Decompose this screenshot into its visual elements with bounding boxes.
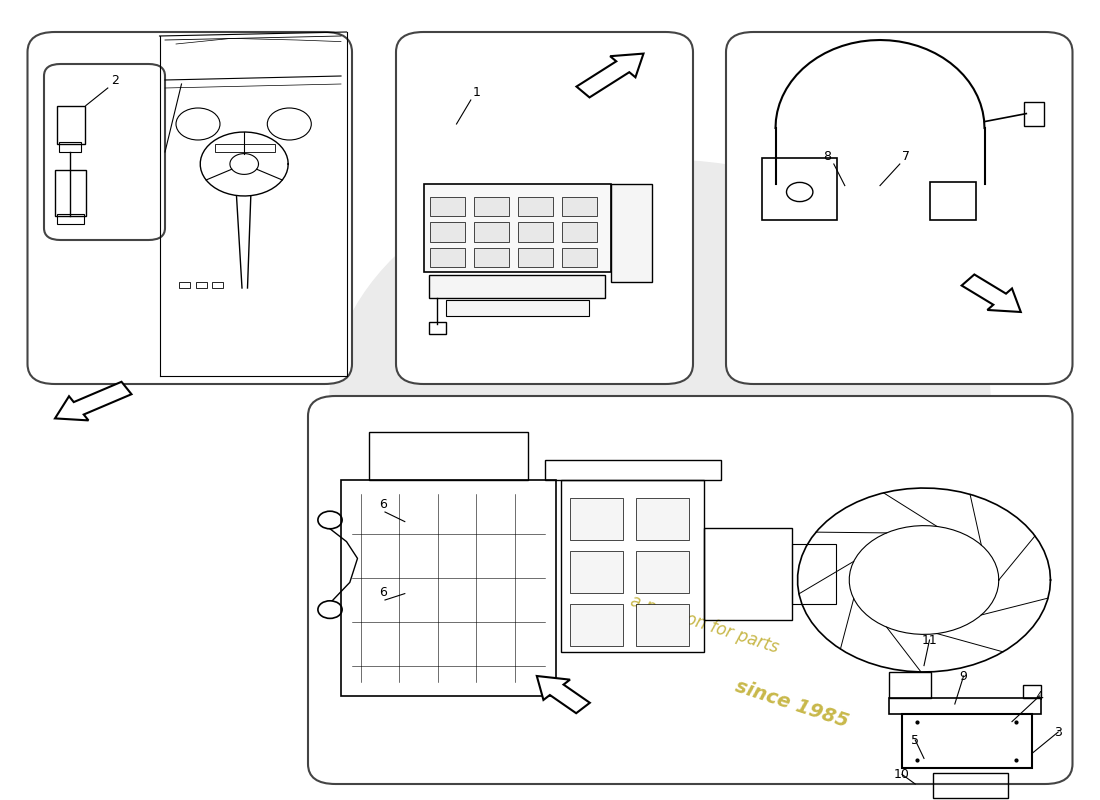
Bar <box>518 222 553 242</box>
FancyBboxPatch shape <box>44 64 165 240</box>
Bar <box>430 248 465 267</box>
Bar <box>930 182 976 220</box>
Text: 4: 4 <box>1035 690 1044 702</box>
Bar <box>446 300 588 316</box>
Bar <box>57 214 84 224</box>
Circle shape <box>330 160 990 640</box>
Bar <box>792 544 836 604</box>
Text: 3: 3 <box>1054 726 1063 738</box>
Text: euro: euro <box>474 283 670 357</box>
Text: 9: 9 <box>959 670 968 682</box>
Bar <box>429 322 446 334</box>
FancyArrow shape <box>576 54 643 98</box>
Text: rts: rts <box>843 523 961 597</box>
Text: since 1985: since 1985 <box>733 677 851 731</box>
Bar <box>212 282 223 288</box>
Bar <box>1024 102 1044 126</box>
Bar <box>561 480 704 652</box>
Bar <box>214 144 275 152</box>
FancyArrow shape <box>537 676 590 714</box>
Text: 7: 7 <box>902 150 910 163</box>
Bar <box>544 460 720 480</box>
FancyBboxPatch shape <box>726 32 1072 384</box>
Bar <box>518 248 553 267</box>
Bar <box>570 551 623 593</box>
Text: pa: pa <box>717 411 823 485</box>
Text: 11: 11 <box>922 634 937 646</box>
Bar <box>430 222 465 242</box>
FancyArrow shape <box>55 382 132 420</box>
FancyArrow shape <box>961 274 1021 312</box>
Text: 8: 8 <box>823 150 830 163</box>
Bar <box>57 106 85 144</box>
Bar <box>570 604 623 646</box>
Bar <box>762 158 837 220</box>
Bar <box>610 184 652 282</box>
Text: 5: 5 <box>911 734 920 746</box>
Bar <box>368 432 528 480</box>
Bar <box>562 222 597 242</box>
Bar <box>636 551 689 593</box>
Bar <box>889 698 1041 714</box>
Text: a passion for parts: a passion for parts <box>628 591 780 657</box>
Bar <box>474 197 509 216</box>
Bar <box>562 197 597 216</box>
Bar <box>562 248 597 267</box>
Bar <box>430 197 465 216</box>
Bar <box>474 222 509 242</box>
Text: 6: 6 <box>379 586 387 599</box>
Bar <box>636 604 689 646</box>
Text: 2: 2 <box>111 74 120 87</box>
Text: 1: 1 <box>473 86 481 99</box>
Text: 6: 6 <box>379 498 387 511</box>
Bar <box>196 282 207 288</box>
Bar <box>341 480 556 696</box>
Bar <box>55 170 86 216</box>
Bar <box>424 184 610 272</box>
FancyBboxPatch shape <box>28 32 352 384</box>
Text: 10: 10 <box>894 768 910 781</box>
Bar <box>570 498 623 540</box>
Bar <box>636 498 689 540</box>
FancyBboxPatch shape <box>308 396 1072 784</box>
Bar <box>59 142 81 152</box>
Bar <box>179 282 190 288</box>
FancyBboxPatch shape <box>396 32 693 384</box>
Bar <box>1023 685 1041 698</box>
Bar <box>902 714 1032 768</box>
Bar <box>889 672 931 698</box>
Bar <box>704 528 792 620</box>
Bar <box>474 248 509 267</box>
Bar <box>429 275 605 298</box>
Bar <box>933 773 1008 798</box>
Bar <box>518 197 553 216</box>
